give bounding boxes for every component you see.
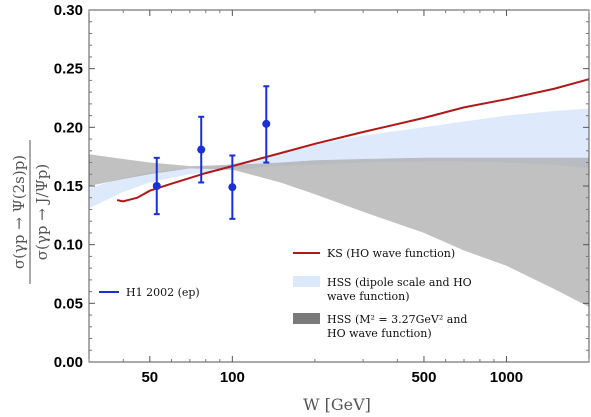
y-tick-label: 0.10: [54, 237, 83, 254]
data-point: [262, 119, 271, 128]
legend-swatch-hss-dipole: [293, 276, 320, 287]
bands-layer: [89, 108, 589, 307]
data-points-layer: [152, 85, 271, 220]
legend: KS (HO wave function) HSS (dipole scale a…: [99, 247, 472, 340]
data-point: [152, 182, 161, 190]
y-tick-label: 0.30: [54, 2, 83, 19]
legend-label-ks: KS (HO wave function): [327, 247, 455, 260]
y-axis-label-numerator: σ(γp → Ψ(2s)p): [10, 155, 28, 269]
x-tick-label: 50: [141, 369, 158, 386]
x-tick-label: 500: [411, 369, 436, 386]
y-axis-label: σ(γp → Ψ(2s)p) σ(γp → J/Ψp): [10, 140, 51, 284]
x-tick-label: 100: [220, 369, 245, 386]
y-tick-label: 0.25: [54, 61, 83, 78]
legend-label-hss-dipole-line: HSS (dipole scale and HO: [327, 276, 472, 289]
series-line-0: [116, 78, 590, 203]
axes-layer: 0.00 0.05 0.10 0.15 0.20 0.25 0.30 50 100 500 1000: [54, 2, 590, 386]
band-0: [89, 108, 589, 209]
legend-swatch-hss-m2: [293, 313, 320, 324]
band-1: [89, 154, 589, 307]
legend-label-hss-dipole-line: wave function): [327, 290, 410, 303]
data-point: [228, 183, 237, 192]
y-tick-label: 0.00: [54, 354, 83, 371]
legend-label-hss-m2-line: HSS (M² = 3.27GeV² and: [327, 313, 467, 326]
x-tick-label: 1000: [490, 369, 523, 386]
x-axis-label: W [GeV]: [303, 395, 371, 414]
y-axis-label-denominator: σ(γp → J/Ψp): [33, 164, 51, 260]
y-tick-label: 0.05: [54, 295, 83, 312]
data-point: [197, 145, 206, 154]
y-tick-label: 0.15: [54, 178, 83, 195]
legend-label-hss-m2-line: HO wave function): [327, 327, 432, 340]
lines-layer: [116, 78, 590, 203]
legend-label-h1: H1 2002 (ep): [126, 286, 200, 299]
y-tick-label: 0.20: [54, 119, 83, 136]
